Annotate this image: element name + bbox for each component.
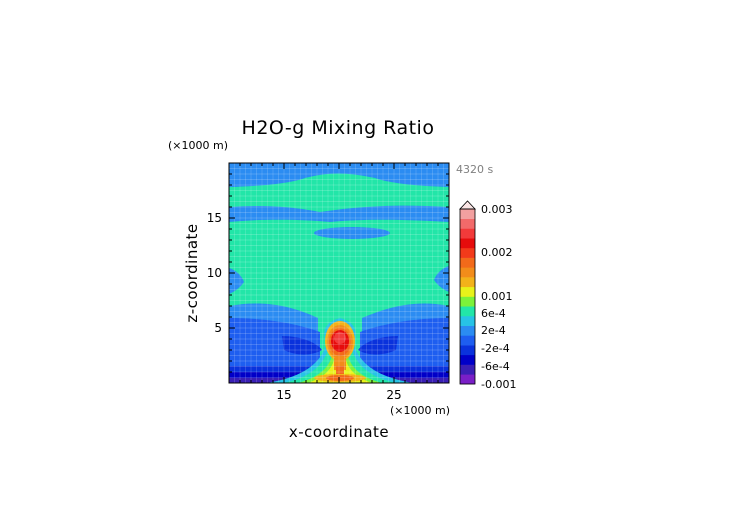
y-tick-label: 15 <box>207 211 222 225</box>
y-axis-title: z-coordinate <box>183 223 201 322</box>
x-tick-label: 15 <box>276 388 291 402</box>
x-tick-label: 25 <box>386 388 401 402</box>
y-tick-label: 5 <box>214 321 222 335</box>
colorbar-swatch <box>460 374 475 385</box>
colorbar-label: 2e-4 <box>481 324 506 337</box>
y-tick-label: 10 <box>207 266 222 280</box>
colorbar-label: 0.003 <box>481 203 513 216</box>
colorbar-arrow <box>459 200 476 210</box>
colorbar-swatch <box>460 277 475 288</box>
colorbar-swatch <box>460 257 475 268</box>
x-tick-label: 20 <box>331 388 346 402</box>
colorbar-swatch <box>460 209 475 220</box>
y-axis: 5 10 15 <box>207 162 449 384</box>
colorbar-swatch <box>460 228 475 239</box>
colorbar-swatch <box>460 364 475 375</box>
colorbar-swatch <box>460 354 475 365</box>
colorbar-swatch <box>460 267 475 278</box>
colorbar-swatch <box>460 325 475 336</box>
colorbar-swatch <box>460 238 475 249</box>
x-axis: 15 20 25 <box>228 163 450 402</box>
colorbar-label: 0.001 <box>481 290 513 303</box>
colorbar-swatch <box>460 306 475 317</box>
colorbar-swatch <box>460 345 475 356</box>
time-label: 4320 s <box>456 163 493 176</box>
colorbar-label: -6e-4 <box>481 360 510 373</box>
colorbar: 0.003 0.002 0.001 6e-4 2e-4 -2e-4 -6e-4 -0.001 <box>459 200 516 391</box>
y-unit-label: (×1000 m) <box>168 139 228 152</box>
colorbar-label: -2e-4 <box>481 342 510 355</box>
colorbar-label: 6e-4 <box>481 307 506 320</box>
colorbar-label: 0.002 <box>481 246 513 259</box>
colorbar-label: -0.001 <box>481 378 516 391</box>
x-unit-label: (×1000 m) <box>390 404 450 417</box>
chart-title: H2O-g Mixing Ratio <box>242 117 435 139</box>
colorbar-swatch <box>460 218 475 229</box>
colorbar-swatch <box>460 247 475 258</box>
x-axis-title: x-coordinate <box>289 423 389 441</box>
grid-lines <box>229 163 449 383</box>
colorbar-frame <box>459 208 476 385</box>
colorbar-swatch <box>460 296 475 307</box>
colorbar-swatch <box>460 315 475 326</box>
colorbar-swatch <box>460 335 475 346</box>
colorbar-swatch <box>460 286 475 297</box>
